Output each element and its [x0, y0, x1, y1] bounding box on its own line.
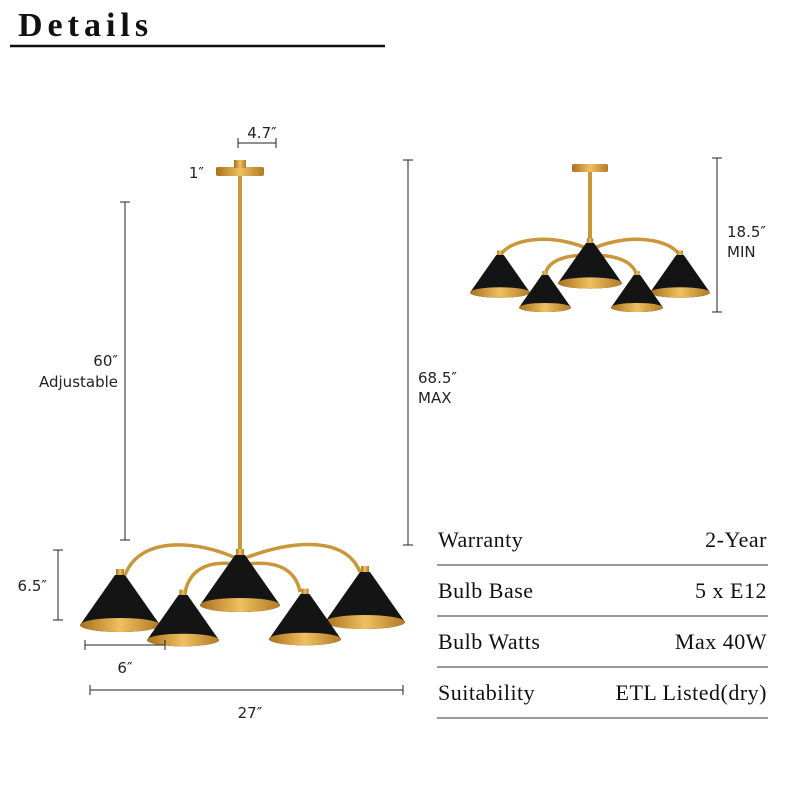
- dim-label: 6.5″: [18, 577, 48, 595]
- dim-label: 18.5″: [727, 223, 766, 241]
- spec-label: Bulb Watts: [438, 629, 540, 654]
- dim-label: Adjustable: [39, 373, 118, 391]
- chandelier-min: [470, 164, 710, 313]
- chandelier-max: [80, 160, 405, 647]
- dim-label: 6″: [117, 659, 133, 677]
- dim-label: MAX: [418, 389, 451, 407]
- dim-label: 60″: [93, 352, 118, 370]
- dim-label: 1″: [189, 164, 205, 182]
- dim-label: 4.7″: [247, 124, 277, 142]
- spec-value: 5 x E12: [695, 578, 767, 603]
- spec-label: Bulb Base: [438, 578, 534, 603]
- spec-value: 2-Year: [705, 527, 767, 552]
- dimension-labels: 4.7″ 1″ 60″ Adjustable 68.5″ MAX 18.5″ M…: [18, 124, 767, 722]
- spec-label: Suitability: [438, 680, 535, 705]
- spec-value: ETL Listed(dry): [616, 680, 767, 705]
- title: Details: [18, 7, 153, 44]
- spec-value: Max 40W: [675, 629, 767, 654]
- spec-label: Warranty: [438, 527, 523, 552]
- dim-label: 68.5″: [418, 369, 457, 387]
- dimension-lines: [53, 138, 722, 695]
- spec-table: Warranty 2-Year Bulb Base 5 x E12 Bulb Watts…: [437, 527, 768, 719]
- dim-label: MIN: [727, 243, 756, 261]
- dim-label: 27″: [238, 704, 263, 722]
